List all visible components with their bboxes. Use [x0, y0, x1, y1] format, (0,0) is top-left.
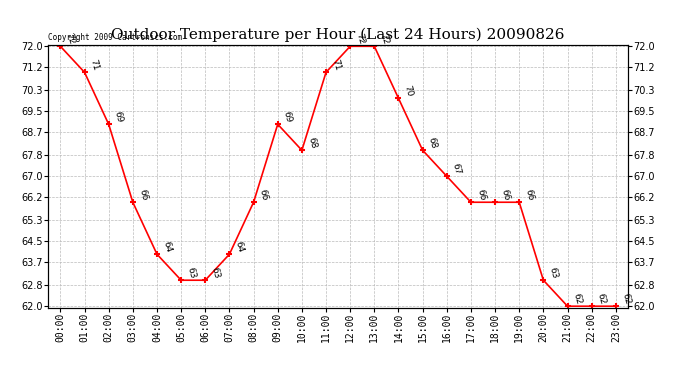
Text: 64: 64 [234, 240, 245, 254]
Text: 66: 66 [137, 188, 148, 201]
Text: 71: 71 [331, 58, 342, 72]
Text: 72: 72 [355, 32, 366, 45]
Text: 66: 66 [475, 188, 486, 201]
Text: 71: 71 [89, 58, 100, 72]
Text: 68: 68 [306, 136, 317, 150]
Text: 62: 62 [620, 292, 631, 305]
Text: 72: 72 [379, 32, 390, 45]
Text: 70: 70 [403, 84, 414, 98]
Text: Copyright 2009 Cartronics.com: Copyright 2009 Cartronics.com [48, 33, 182, 42]
Text: 62: 62 [572, 292, 583, 305]
Text: 62: 62 [596, 292, 607, 305]
Text: 63: 63 [210, 266, 221, 279]
Text: 69: 69 [113, 110, 124, 123]
Text: 66: 66 [500, 188, 511, 201]
Text: 63: 63 [548, 266, 559, 279]
Text: 68: 68 [427, 136, 438, 150]
Text: 67: 67 [451, 162, 462, 176]
Text: 66: 66 [258, 188, 269, 201]
Text: 72: 72 [65, 32, 76, 45]
Text: 63: 63 [186, 266, 197, 279]
Title: Outdoor Temperature per Hour (Last 24 Hours) 20090826: Outdoor Temperature per Hour (Last 24 Ho… [111, 28, 565, 42]
Text: 69: 69 [282, 110, 293, 123]
Text: 66: 66 [524, 188, 535, 201]
Text: 64: 64 [161, 240, 172, 254]
